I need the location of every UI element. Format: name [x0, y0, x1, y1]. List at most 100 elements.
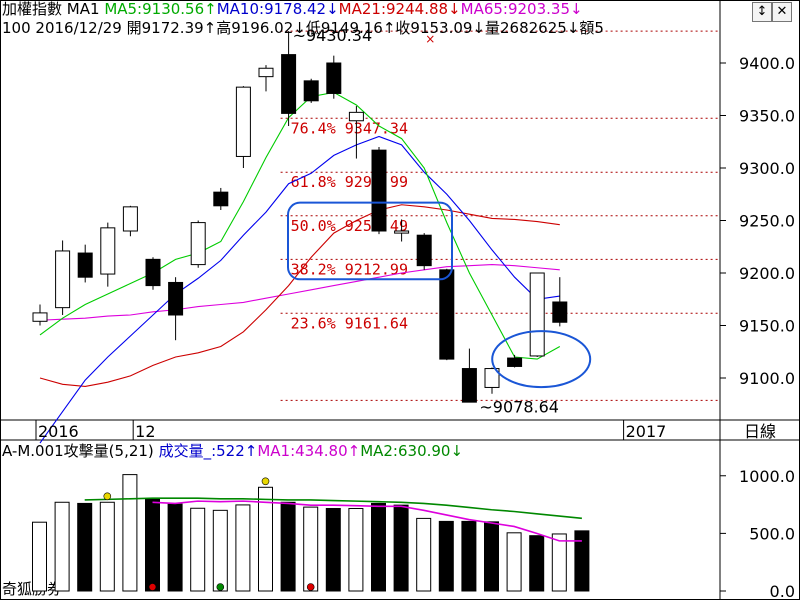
- candle-body: [348, 111, 364, 122]
- fibonacci-levels: 76.4% 9347.34 61.8% 9295.99 50.0% 9254.49 3…: [280, 30, 720, 401]
- volume-tick-label: 500.0: [749, 524, 795, 543]
- header-seg-5: MA65:9203.35↓: [460, 0, 583, 18]
- fib-label: 61.8% 9295.99: [291, 173, 408, 191]
- volume-panel: 1000.0 500.0 0.0: [32, 467, 795, 600]
- ohlc-text: 100 2016/12/29 開9172.39↑高9196.02↓低9149.1…: [2, 19, 604, 37]
- volume-bar: [348, 507, 364, 592]
- volume-bar: [280, 501, 296, 592]
- signal-dot: [306, 583, 315, 591]
- low-label: ~9078.64: [479, 397, 559, 416]
- candle-body: [190, 222, 206, 266]
- volume-tick-label: 1000.0: [739, 467, 795, 486]
- price-tick-label: 9350.0: [739, 107, 795, 126]
- volume-bar: [574, 530, 590, 592]
- ma10-line: [39, 135, 560, 444]
- volume-bar: [258, 486, 273, 592]
- price-header: 加權指數 MA1 MA5:9130.56↑MA10:9178.42↓MA21:9…: [2, 0, 583, 18]
- price-tick-label: 9150.0: [739, 317, 795, 336]
- volume-bar: [506, 532, 522, 592]
- candle-body: [416, 234, 432, 267]
- volume-bar: [77, 502, 93, 592]
- ma65-line: [39, 264, 560, 321]
- volume-ma1-line: [152, 500, 582, 542]
- volume-header-seg-0: A-M.001攻擊量(5,21): [2, 442, 159, 460]
- candle-body: [122, 206, 138, 232]
- candle-body: [145, 258, 161, 287]
- fib-label: 38.2% 9212.99: [291, 260, 408, 278]
- ma21-line: [39, 204, 560, 387]
- volume-bar: [190, 507, 206, 592]
- volume-bar: [551, 533, 567, 592]
- cross-marker: ×: [425, 32, 435, 46]
- volume-bar: [145, 498, 160, 592]
- candle-body: [439, 269, 455, 360]
- moving-average-lines: [39, 91, 561, 444]
- candle-body: [100, 227, 116, 275]
- candle-body: [77, 252, 93, 278]
- candle-body: [235, 86, 251, 157]
- candle-body: [303, 80, 319, 102]
- price-tick-label: 9250.0: [739, 212, 795, 231]
- x-tick-label: 2016: [38, 422, 79, 441]
- volume-bar: [303, 506, 319, 592]
- candle-body: [507, 357, 523, 367]
- fib-label: 76.4% 9347.34: [291, 119, 408, 137]
- price-tick-label: 9300.0: [739, 159, 795, 178]
- volume-bar: [484, 521, 499, 592]
- volume-header: A-M.001攻擊量(5,21) 成交量_:522↑MA1:434.80↑MA2…: [2, 442, 463, 460]
- close-icon[interactable]: ✕: [772, 2, 792, 22]
- signal-dot: [103, 492, 112, 501]
- price-tick-label: 9200.0: [739, 264, 795, 283]
- volume-bar: [371, 502, 386, 592]
- volume-bar: [461, 520, 477, 592]
- volume-bar: [235, 504, 251, 592]
- candlesticks: ~9430.34 ~9078.64 ×: [32, 26, 568, 416]
- arrow-up-icon[interactable]: ↕: [752, 2, 772, 22]
- volume-tick-label: 0.0: [770, 582, 795, 600]
- candle-body: [371, 149, 387, 232]
- ma5-line: [39, 91, 561, 360]
- candle-body: [213, 191, 229, 207]
- ohlc-header: 100 2016/12/29 開9172.39↑高9196.02↓低9149.1…: [2, 19, 604, 37]
- price-tick-label: 9400.0: [739, 54, 795, 73]
- header-seg-3: MA10:9178.42↓: [216, 0, 339, 18]
- fib-label: 23.6% 9161.64: [291, 314, 408, 332]
- volume-header-seg-3: MA2:630.90↓: [360, 442, 464, 460]
- candle-body: [168, 281, 184, 316]
- highlight-box: [287, 201, 453, 281]
- volume-bar: [212, 509, 228, 592]
- fib-label: 50.0% 9254.49: [291, 217, 408, 235]
- candle-body: [484, 368, 500, 388]
- volume-bar: [416, 517, 432, 592]
- candle-body: [281, 54, 297, 114]
- highlight-ovals: [287, 201, 592, 389]
- volume-header-seg-2: MA1:434.80↑: [257, 442, 361, 460]
- axis-labels: 9400.0 9350.0 9300.0 9250.0 9200.0 9150.0 9100…: [2, 54, 795, 598]
- highlight-oval: [491, 330, 592, 389]
- candle-body: [326, 62, 342, 94]
- header-seg-2: MA5:9130.56↑: [104, 0, 217, 18]
- volume-bar: [99, 501, 115, 592]
- header-seg-0: 加權指數: [2, 0, 63, 18]
- x-tick-label: 2017: [626, 422, 667, 441]
- header-seg-1: MA1: [62, 0, 105, 18]
- volume-bar: [122, 474, 138, 592]
- volume-bar: [325, 507, 341, 592]
- signal-dot: [216, 583, 225, 591]
- candle-body: [394, 230, 410, 234]
- volume-header-seg-1: 成交量_:522↑: [158, 442, 258, 460]
- price-tick-label: 9100.0: [739, 369, 795, 388]
- volume-bar: [529, 535, 545, 592]
- signal-dot: [261, 477, 270, 486]
- signal-dot: [148, 583, 157, 591]
- candle-body: [55, 250, 71, 309]
- high-label: ~9430.34: [293, 26, 373, 45]
- period-label: 日線: [744, 422, 776, 441]
- candle-body: [552, 301, 568, 323]
- volume-bar: [438, 520, 454, 592]
- candle-body: [461, 368, 477, 403]
- header-seg-4: MA21:9244.88↓: [338, 0, 461, 18]
- candle-body: [258, 67, 274, 78]
- volume-ma2-line: [84, 497, 582, 520]
